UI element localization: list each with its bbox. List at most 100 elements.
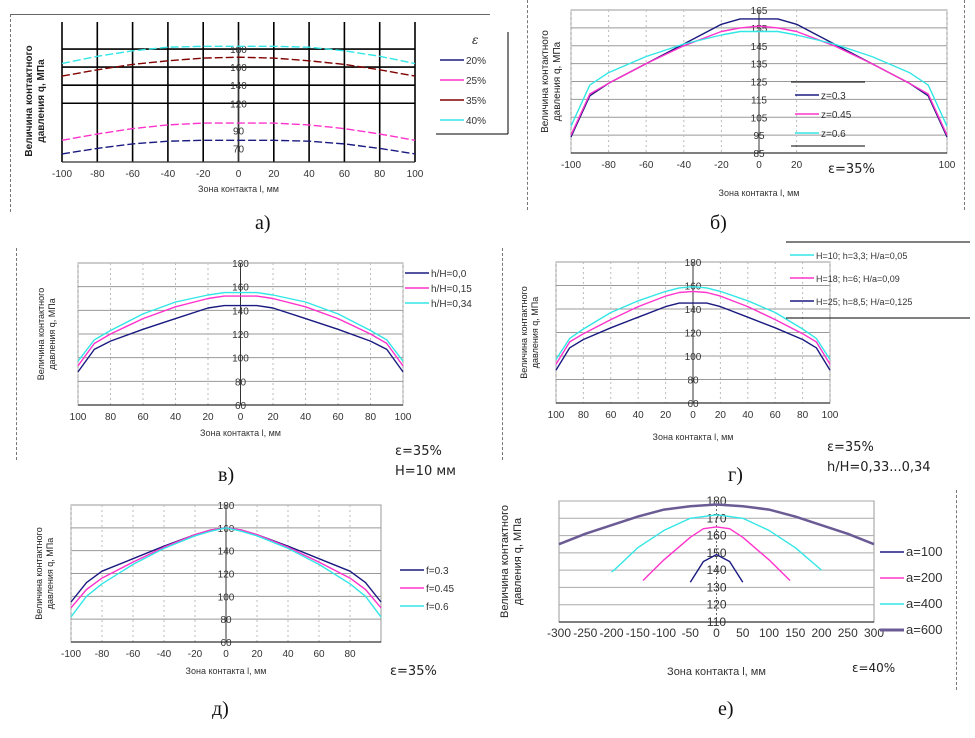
- b-x-tick-label: 20: [791, 160, 803, 171]
- b-legend-label-0: z=0.3: [821, 91, 846, 102]
- annotation-b: ε=35%: [828, 162, 875, 177]
- e-y-axis-label-text: Величина контактногодавления q, МПа: [499, 505, 524, 618]
- d-y-axis-label-line1: Величина контактного: [34, 527, 44, 619]
- b-y-axis-label-line1: Величина контактного: [540, 30, 551, 133]
- e-x-tick-label: -200: [599, 626, 623, 640]
- g-y-axis-label-text: Величина контактногодавления q, МПа: [519, 286, 540, 378]
- d-x-tick-label: -40: [157, 649, 172, 660]
- a-x-axis-label: Зона контакта l, мм: [198, 184, 279, 194]
- d-x-tick-label: 0: [223, 649, 229, 660]
- v-legend-label-2: h/H=0,34: [431, 299, 472, 310]
- v-x-tick-label: 80: [365, 412, 377, 423]
- d-y-tick-label: 160: [218, 524, 235, 535]
- e-legend-label-2: a=400: [906, 596, 943, 611]
- d-y-tick-label: 60: [220, 638, 232, 649]
- g-y-axis-label: Величина контактногодавления q, МПа: [519, 286, 540, 378]
- b-series-line-2: [570, 30, 948, 127]
- e-y-tick-label: 170: [706, 511, 726, 525]
- v-x-tick-label: 100: [395, 412, 412, 423]
- panel-border-a-left: [10, 14, 11, 212]
- panel-border-b-right: [964, 0, 965, 210]
- g-x-tick-label: 40: [633, 410, 645, 421]
- b-y-tick-label: 95: [753, 131, 765, 142]
- d-y-axis-label-text: Величина контактногодавления q, МПа: [34, 527, 55, 619]
- v-y-tick-label: 100: [232, 354, 249, 365]
- g-legend-label-2: H=25; h=8,5; H/a=0,125: [816, 297, 912, 307]
- g-y-axis-label-line1: Величина контактного: [519, 286, 529, 378]
- v-y-axis-label-text: Величина контактногодавления q, МПа: [36, 288, 57, 380]
- b-x-tick-label: -40: [677, 160, 692, 171]
- b-series-line-1: [570, 25, 948, 136]
- e-x-tick-label: 50: [736, 626, 750, 640]
- d-x-tick-label: -20: [188, 649, 203, 660]
- b-x-tick-label: 0: [756, 160, 762, 171]
- b-legend-label-1: z=0.45: [821, 110, 852, 121]
- d-x-tick-label: -100: [61, 649, 81, 660]
- v-y-tick-label: 180: [232, 259, 249, 270]
- caption-g: г): [728, 464, 743, 486]
- v-y-axis-label: Величина контактногодавления q, МПа: [36, 288, 57, 380]
- e-x-tick-label: 250: [838, 626, 858, 640]
- v-y-tick-label: 60: [235, 401, 247, 412]
- b-y-tick-label: 145: [751, 42, 768, 53]
- e-y-axis-label-line1: Величина контактного: [499, 505, 511, 618]
- b-y-axis-label-text: Величина контактногодавления q, МПа: [540, 30, 563, 133]
- panel-separator-middle: [502, 248, 503, 460]
- panel-separator-top: [527, 0, 528, 210]
- b-x-tick-label: -20: [714, 160, 729, 171]
- d-series-line-2: [70, 527, 382, 618]
- b-x-tick-label: -100: [561, 160, 581, 171]
- a-x-tick-label: 60: [339, 169, 351, 180]
- a-y-tick-label: 140: [230, 81, 247, 92]
- g-x-tick-label: 80: [797, 410, 809, 421]
- a-series-line-3: [61, 45, 416, 65]
- d-y-axis-label: Величина контактногодавления q, МПа: [34, 527, 55, 619]
- g-y-tick-label: 140: [685, 305, 702, 316]
- b-y-tick-label: 115: [751, 95, 767, 106]
- e-series-line-1: [642, 526, 791, 581]
- chart-g: 100 80 60 40 20 0 20 40 60 80 10060801001201401601…: [519, 241, 970, 442]
- g-x-tick-label: 100: [822, 410, 839, 421]
- b-y-tick-label: 155: [751, 24, 768, 35]
- chart-v: 100 80 60 40 20 0 20 40 60 80 100 60 80 100 120 140 160 1…: [36, 259, 472, 438]
- a-series-line-1: [61, 122, 416, 141]
- e-x-tick-label: -50: [682, 626, 700, 640]
- g-x-tick-label: 20: [660, 410, 672, 421]
- d-y-axis-label-line2: давления q, МПа: [45, 538, 55, 609]
- a-y-axis-label: Величина контактногодавления q, МПа: [24, 45, 47, 156]
- a-legend-label-0: 20%: [466, 56, 486, 67]
- v-x-axis-label: Зона контакта l, мм: [200, 428, 281, 438]
- d-legend-label-0: f=0.3: [426, 566, 449, 577]
- v-legend-label-1: h/H=0,15: [431, 284, 472, 295]
- e-x-tick-label: 200: [811, 626, 831, 640]
- g-x-tick-label: 100: [548, 410, 565, 421]
- v-series-line-1: [77, 295, 404, 367]
- d-x-tick-label: -60: [126, 649, 141, 660]
- e-series-line-2: [611, 514, 822, 573]
- v-x-tick-label: 80: [105, 412, 117, 423]
- a-x-tick-label: -20: [196, 169, 211, 180]
- annotation-v-eps: ε=35%: [395, 444, 442, 459]
- g-x-tick-label: 60: [605, 410, 617, 421]
- e-x-axis-label: Зона контакта l, мм: [667, 666, 766, 678]
- b-y-tick-label: 135: [751, 60, 768, 71]
- chart-a: -100 -80 -60 -40 -20 0 20 40 60 80 100 70 90 120 140 16…: [24, 22, 509, 194]
- annotation-d: ε=35%: [390, 664, 437, 679]
- v-x-tick-label: 100: [70, 412, 87, 423]
- caption-d: д): [212, 698, 229, 720]
- panel-border-e-right: [956, 490, 957, 690]
- d-x-tick-label: 40: [282, 649, 294, 660]
- chart-b: -100 -80 -60 -40 -20 0 20 100 85 95 105 115 125 135 14…: [540, 6, 956, 198]
- caption-e: е): [718, 698, 734, 720]
- e-x-tick-label: 0: [713, 626, 720, 640]
- e-y-tick-label: 110: [707, 615, 726, 629]
- d-x-tick-label: 20: [251, 649, 263, 660]
- g-x-axis-label: Зона контакта l, мм: [653, 432, 734, 442]
- a-x-tick-label: 20: [268, 169, 280, 180]
- g-y-tick-label: 60: [687, 399, 699, 410]
- annotation-g-eps: ε=35%: [827, 440, 874, 455]
- v-y-axis-label-line2: давления q, МПа: [47, 298, 57, 369]
- a-y-tick-label: 90: [233, 126, 245, 137]
- v-x-tick-label: 60: [332, 412, 344, 423]
- g-y-tick-label: 120: [685, 329, 702, 340]
